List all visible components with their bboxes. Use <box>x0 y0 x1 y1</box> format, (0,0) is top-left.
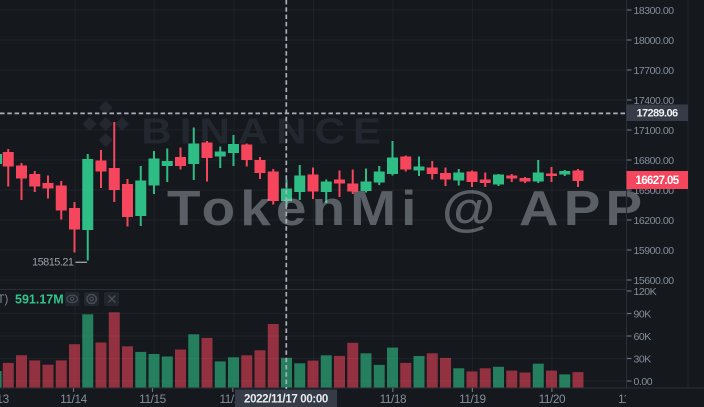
svg-text:60K: 60K <box>634 331 652 343</box>
svg-text:15815.21: 15815.21 <box>32 257 74 269</box>
svg-text:BINANCE: BINANCE <box>141 111 389 152</box>
svg-text:18000.00: 18000.00 <box>634 35 675 47</box>
svg-text:17700.00: 17700.00 <box>634 65 675 77</box>
svg-text:15900.00: 15900.00 <box>634 245 675 257</box>
svg-text:11/14: 11/14 <box>60 392 87 406</box>
svg-text:11/13: 11/13 <box>0 392 10 406</box>
svg-text:90K: 90K <box>634 308 652 320</box>
svg-text:11/19: 11/19 <box>459 392 486 406</box>
svg-text:18300.00: 18300.00 <box>634 5 675 17</box>
svg-text:15600.00: 15600.00 <box>634 275 675 287</box>
svg-text:0.00: 0.00 <box>634 376 653 388</box>
svg-text:11/21: 11/21 <box>618 392 645 406</box>
svg-text:591.17M: 591.17M <box>15 293 64 307</box>
svg-text:16800.00: 16800.00 <box>634 155 675 167</box>
svg-text:11/20: 11/20 <box>539 392 566 406</box>
svg-text:30K: 30K <box>634 353 652 365</box>
svg-text:T): T) <box>0 294 9 306</box>
svg-text:2022/11/17 00:00: 2022/11/17 00:00 <box>244 394 328 406</box>
svg-text:11/15: 11/15 <box>139 392 166 406</box>
svg-text:16200.00: 16200.00 <box>634 215 675 227</box>
svg-text:TokenMi @ APP: TokenMi @ APP <box>167 182 647 237</box>
svg-text:17289.06: 17289.06 <box>636 108 678 120</box>
svg-text:17400.00: 17400.00 <box>634 95 675 107</box>
svg-text:11/18: 11/18 <box>380 392 407 406</box>
svg-text:16627.05: 16627.05 <box>635 175 679 187</box>
svg-text:17100.00: 17100.00 <box>634 125 675 137</box>
svg-text:120K: 120K <box>634 286 657 298</box>
